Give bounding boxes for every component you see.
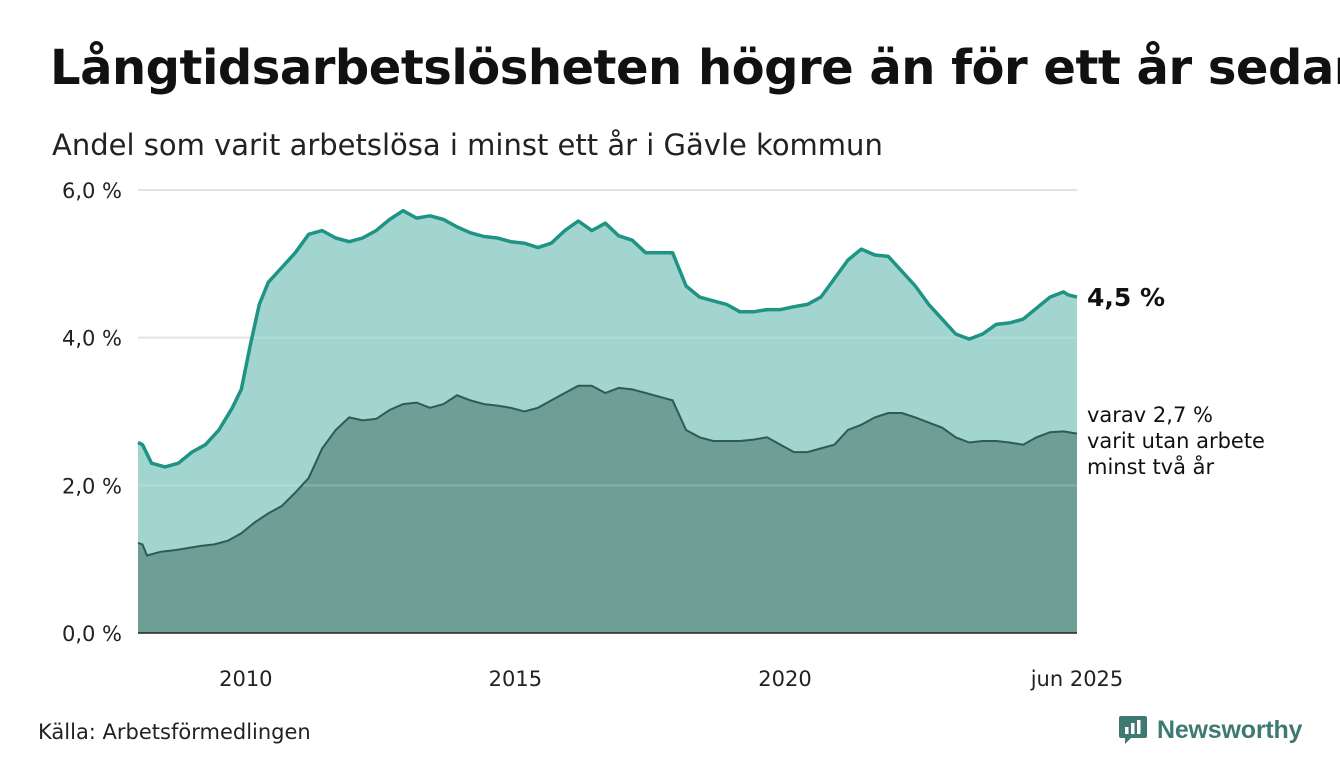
chart-areas: [137, 189, 1078, 634]
end-label-two-years-line: varit utan arbete: [1087, 429, 1265, 453]
brand-name: Newsworthy: [1157, 715, 1303, 744]
brand-logo: Newsworthy: [1118, 714, 1302, 746]
chart-subtitle: Andel som varit arbetslösa i minst ett å…: [52, 128, 883, 162]
y-tick-label: 0,0 %: [62, 622, 122, 646]
series-line-two-years: [137, 384, 1078, 557]
series-area-two-years: [138, 385, 1077, 633]
y-tick-label: 6,0 %: [62, 179, 122, 203]
end-label-total: 4,5 %: [1087, 283, 1165, 312]
source-note: Källa: Arbetsförmedlingen: [38, 720, 311, 744]
y-tick-label: 4,0 %: [62, 327, 122, 351]
x-tick-label: 2015: [489, 667, 542, 691]
newsworthy-logo-icon: [1119, 716, 1147, 744]
end-label-two-years-line: minst två år: [1087, 454, 1215, 479]
y-tick-label: 2,0 %: [62, 474, 122, 498]
chart-title: Långtidsarbetslösheten högre än för ett …: [50, 40, 1340, 96]
x-tick-label: 2010: [219, 667, 272, 691]
x-tick-label: jun 2025: [1030, 667, 1124, 691]
x-tick-label: 2020: [758, 667, 811, 691]
y-axis-ticks: 0,0 % 2,0 % 4,0 % 6,0 %: [62, 179, 122, 646]
end-label-two-years-line: varav 2,7 %: [1087, 403, 1213, 427]
series-line-total: [137, 208, 1078, 469]
x-axis-ticks: 2010 2015 2020 jun 2025: [219, 667, 1123, 691]
